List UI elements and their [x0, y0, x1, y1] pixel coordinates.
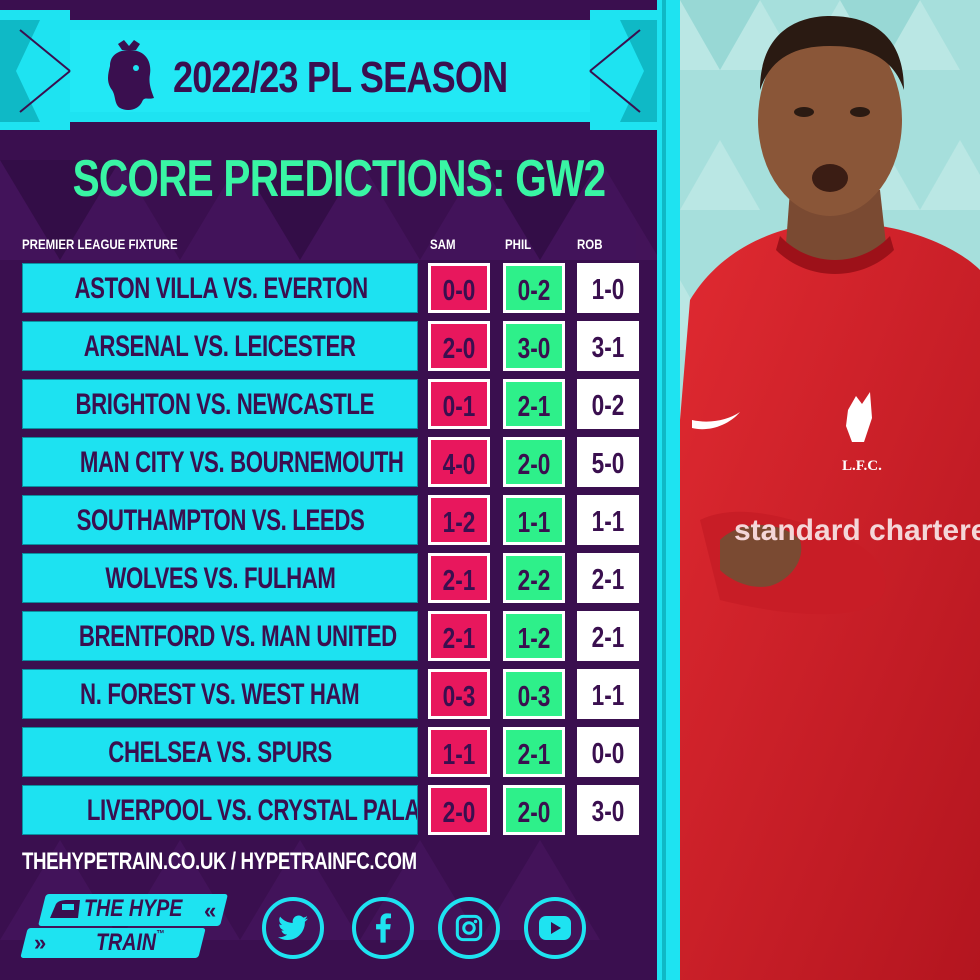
table-row: SOUTHAMPTON VS. LEEDS 1-2 1-1 1-1	[0, 495, 660, 545]
sam-prediction: 0-0	[428, 263, 490, 313]
instagram-button[interactable]	[438, 897, 500, 959]
sam-prediction: 0-1	[428, 379, 490, 429]
brand-line-2: TRAIN™	[96, 929, 165, 956]
rob-prediction: 2-1	[577, 553, 639, 603]
fixture-cell: CHELSEA VS. SPURS	[22, 727, 418, 777]
season-title: 2022/23 PL SEASON	[173, 53, 508, 102]
liverbird-crest-icon	[846, 392, 872, 442]
fixture-cell: WOLVES VS. FULHAM	[22, 553, 418, 603]
rob-prediction: 3-1	[577, 321, 639, 371]
rob-prediction: 1-1	[577, 669, 639, 719]
sam-column-header: SAM	[430, 236, 456, 252]
sponsor-text: standard chartered	[734, 514, 980, 547]
fixture-column-header: PREMIER LEAGUE FIXTURE	[22, 236, 178, 252]
rob-prediction: 2-1	[577, 611, 639, 661]
sam-prediction: 2-1	[428, 611, 490, 661]
brand-line-1: THE HYPE	[84, 895, 183, 922]
twitter-icon	[278, 915, 308, 940]
phil-prediction: 2-1	[503, 379, 565, 429]
chevron-left-icon: »	[34, 930, 47, 955]
panel-divider	[657, 0, 680, 980]
phil-prediction: 1-1	[503, 495, 565, 545]
table-row: LIVERPOOL VS. CRYSTAL PALACE 2-0 2-0 3-0	[0, 785, 660, 835]
phil-prediction: 0-3	[503, 669, 565, 719]
rob-prediction: 5-0	[577, 437, 639, 487]
table-row: ARSENAL VS. LEICESTER 2-0 3-0 3-1	[0, 321, 660, 371]
youtube-icon	[539, 916, 571, 940]
table-row: ASTON VILLA VS. EVERTON 0-0 0-2 1-0	[0, 263, 660, 313]
table-row: BRIGHTON VS. NEWCASTLE 0-1 2-1 0-2	[0, 379, 660, 429]
predictions-panel: 2022/23 PL SEASON SCORE PREDICTIONS: GW2…	[0, 0, 680, 980]
fixture-cell: LIVERPOOL VS. CRYSTAL PALACE	[22, 785, 418, 835]
fixture-cell: N. FOREST VS. WEST HAM	[22, 669, 418, 719]
phil-prediction: 2-0	[503, 437, 565, 487]
rob-prediction: 0-0	[577, 727, 639, 777]
nike-swoosh-icon	[692, 412, 740, 430]
table-row: MAN CITY VS. BOURNEMOUTH 4-0 2-0 5-0	[0, 437, 660, 487]
premier-league-lion-icon	[108, 40, 154, 110]
chevron-right-icon: «	[204, 898, 217, 923]
fixture-cell: SOUTHAMPTON VS. LEEDS	[22, 495, 418, 545]
phil-prediction: 2-1	[503, 727, 565, 777]
rob-prediction: 1-0	[577, 263, 639, 313]
twitter-button[interactable]	[262, 897, 324, 959]
crest-text: L.F.C.	[842, 458, 882, 474]
phil-prediction: 2-2	[503, 553, 565, 603]
player-photo: L.F.C. standard chartered	[680, 0, 980, 980]
rob-prediction: 0-2	[577, 379, 639, 429]
fixture-cell: MAN CITY VS. BOURNEMOUTH	[22, 437, 418, 487]
hype-train-logo: THE HYPE TRAIN™ « »	[20, 890, 234, 960]
phil-prediction: 0-2	[503, 263, 565, 313]
youtube-button[interactable]	[524, 897, 586, 959]
fixture-cell: ARSENAL VS. LEICESTER	[22, 321, 418, 371]
facebook-icon	[376, 913, 391, 943]
sam-prediction: 1-1	[428, 727, 490, 777]
rob-column-header: ROB	[577, 236, 603, 252]
instagram-icon	[455, 914, 483, 942]
fixture-cell: BRENTFORD VS. MAN UNITED	[22, 611, 418, 661]
phil-column-header: PHIL	[505, 236, 532, 252]
player-illustration: L.F.C. standard chartered	[680, 0, 980, 980]
phil-prediction: 3-0	[503, 321, 565, 371]
fixture-cell: ASTON VILLA VS. EVERTON	[22, 263, 418, 313]
rob-prediction: 3-0	[577, 785, 639, 835]
sam-prediction: 2-0	[428, 785, 490, 835]
sam-prediction: 4-0	[428, 437, 490, 487]
phil-prediction: 2-0	[503, 785, 565, 835]
sam-prediction: 2-1	[428, 553, 490, 603]
website-link[interactable]: THEHYPETRAIN.CO.UK / HYPETRAINFC.COM	[22, 848, 417, 875]
sam-prediction: 2-0	[428, 321, 490, 371]
fixture-cell: BRIGHTON VS. NEWCASTLE	[22, 379, 418, 429]
sam-prediction: 0-3	[428, 669, 490, 719]
table-row: WOLVES VS. FULHAM 2-1 2-2 2-1	[0, 553, 660, 603]
facebook-button[interactable]	[352, 897, 414, 959]
sam-prediction: 1-2	[428, 495, 490, 545]
table-row: CHELSEA VS. SPURS 1-1 2-1 0-0	[0, 727, 660, 777]
train-icon	[50, 900, 80, 918]
rob-prediction: 1-1	[577, 495, 639, 545]
page-subtitle: SCORE PREDICTIONS: GW2	[72, 150, 606, 208]
table-row: N. FOREST VS. WEST HAM 0-3 0-3 1-1	[0, 669, 660, 719]
phil-prediction: 1-2	[503, 611, 565, 661]
table-row: BRENTFORD VS. MAN UNITED 2-1 1-2 2-1	[0, 611, 660, 661]
